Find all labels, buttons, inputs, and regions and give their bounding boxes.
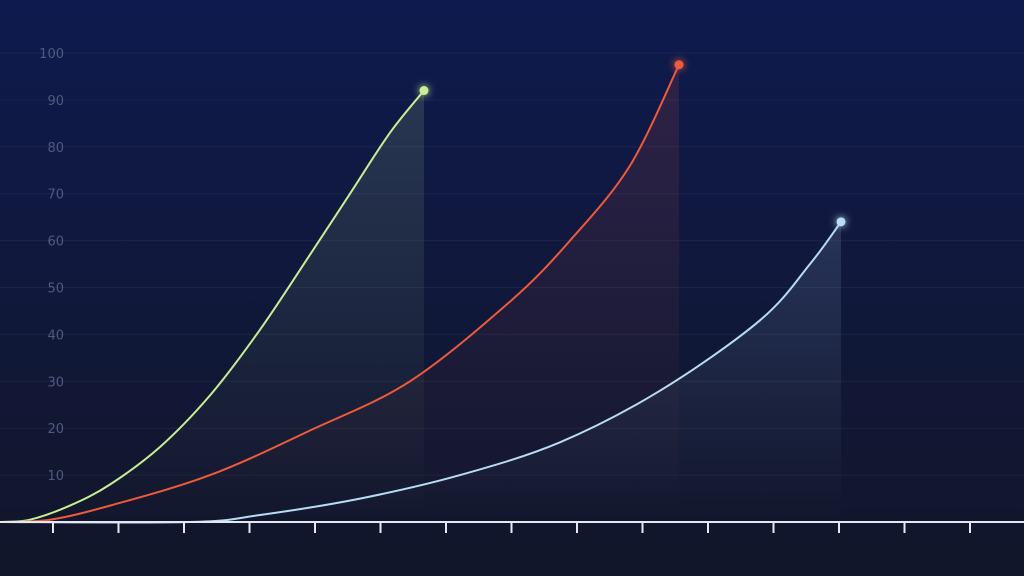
series-endpoints [419, 60, 846, 227]
series-fills [0, 64, 841, 523]
series-3-endpoint [836, 217, 846, 227]
y-axis-labels: 10 20 30 40 50 60 70 80 90 100 [39, 47, 64, 484]
series-2-area [0, 64, 679, 522]
series-1-endpoint [419, 86, 429, 96]
y-tick-label-70: 70 [47, 188, 64, 203]
y-tick-label-90: 90 [47, 94, 64, 109]
y-tick-label-20: 20 [47, 422, 64, 437]
y-tick-label-50: 50 [47, 282, 64, 297]
x-axis [0, 521, 1024, 533]
series-3-area [0, 221, 841, 523]
y-tick-label-40: 40 [47, 328, 64, 343]
series-1-line [0, 89, 425, 523]
series-2-endpoint [674, 60, 684, 70]
series-1-area [0, 90, 424, 522]
y-tick-label-80: 80 [47, 141, 64, 156]
series-2-line [0, 63, 680, 523]
y-tick-label-10: 10 [47, 469, 64, 484]
y-tick-label-100: 100 [39, 47, 64, 62]
y-tick-label-30: 30 [47, 375, 64, 390]
y-tick-label-60: 60 [47, 235, 64, 250]
